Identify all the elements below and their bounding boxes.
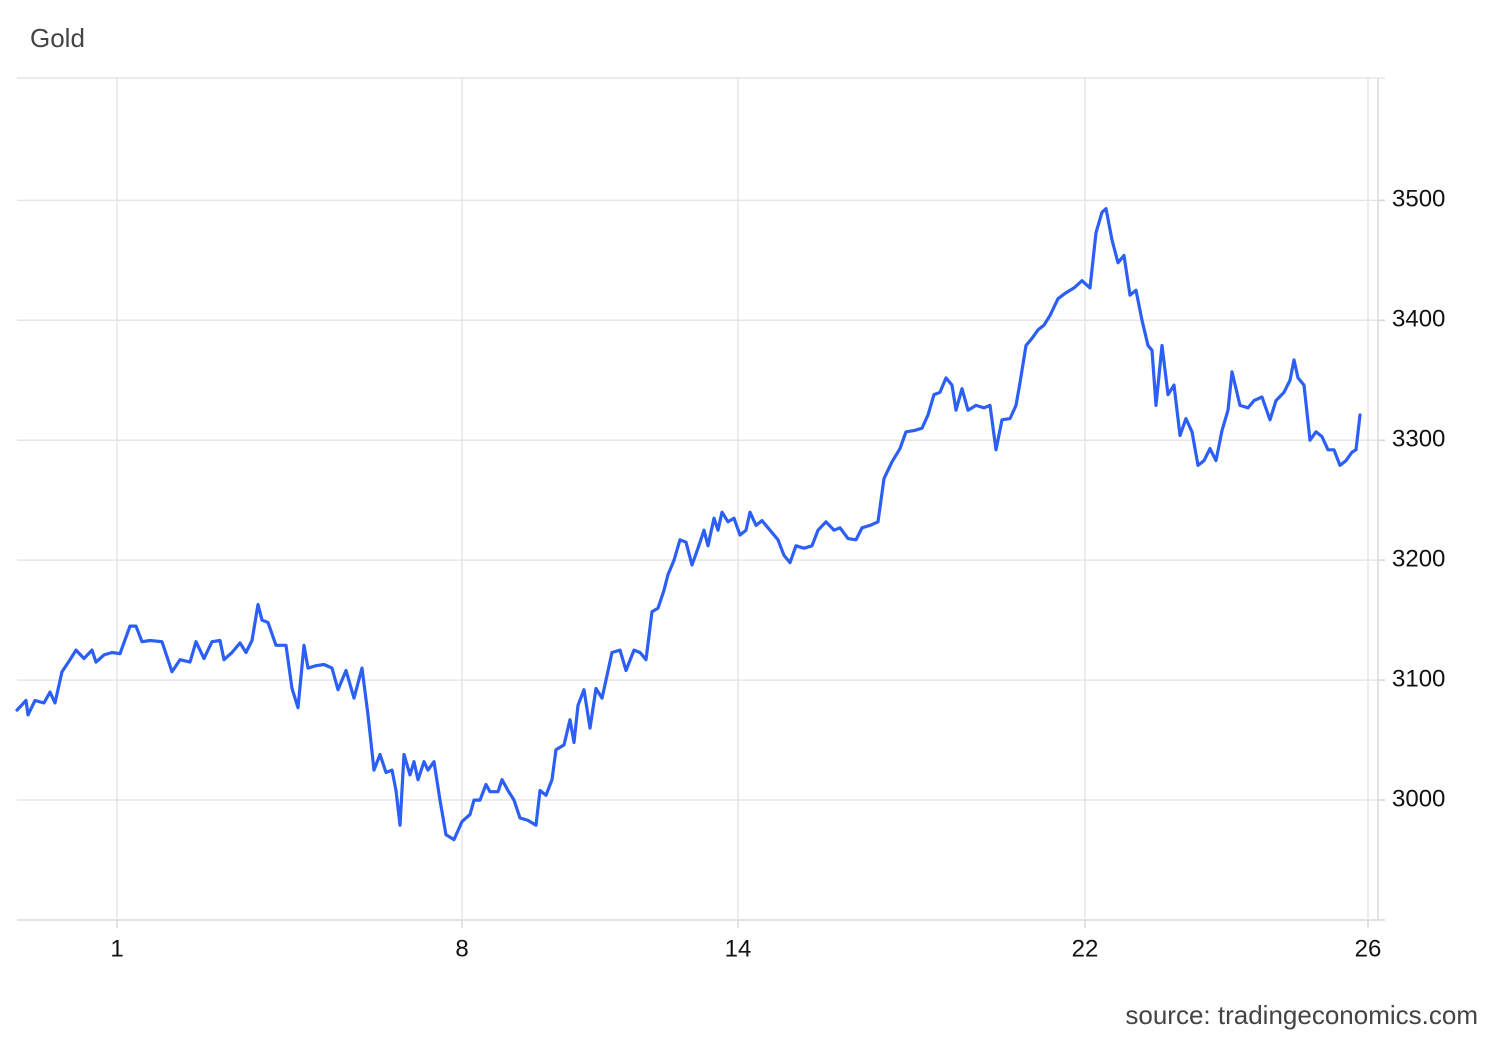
- y-tick-label: 3000: [1392, 785, 1445, 812]
- y-tick-label: 3400: [1392, 306, 1445, 333]
- x-tick-label: 1: [110, 935, 123, 962]
- y-tick-label: 3300: [1392, 426, 1445, 453]
- price-line: [15, 207, 1362, 842]
- y-tick-label: 3500: [1392, 186, 1445, 213]
- source-note: source: tradingeconomics.com: [1125, 1000, 1478, 1030]
- x-tick-label: 22: [1072, 935, 1099, 962]
- x-tick-label: 8: [455, 935, 468, 962]
- y-tick-label: 3200: [1392, 546, 1445, 573]
- y-tick-label: 3100: [1392, 665, 1445, 692]
- chart-title: Gold: [30, 23, 85, 53]
- x-tick-label: 26: [1355, 935, 1382, 962]
- x-tick-label: 14: [725, 935, 752, 962]
